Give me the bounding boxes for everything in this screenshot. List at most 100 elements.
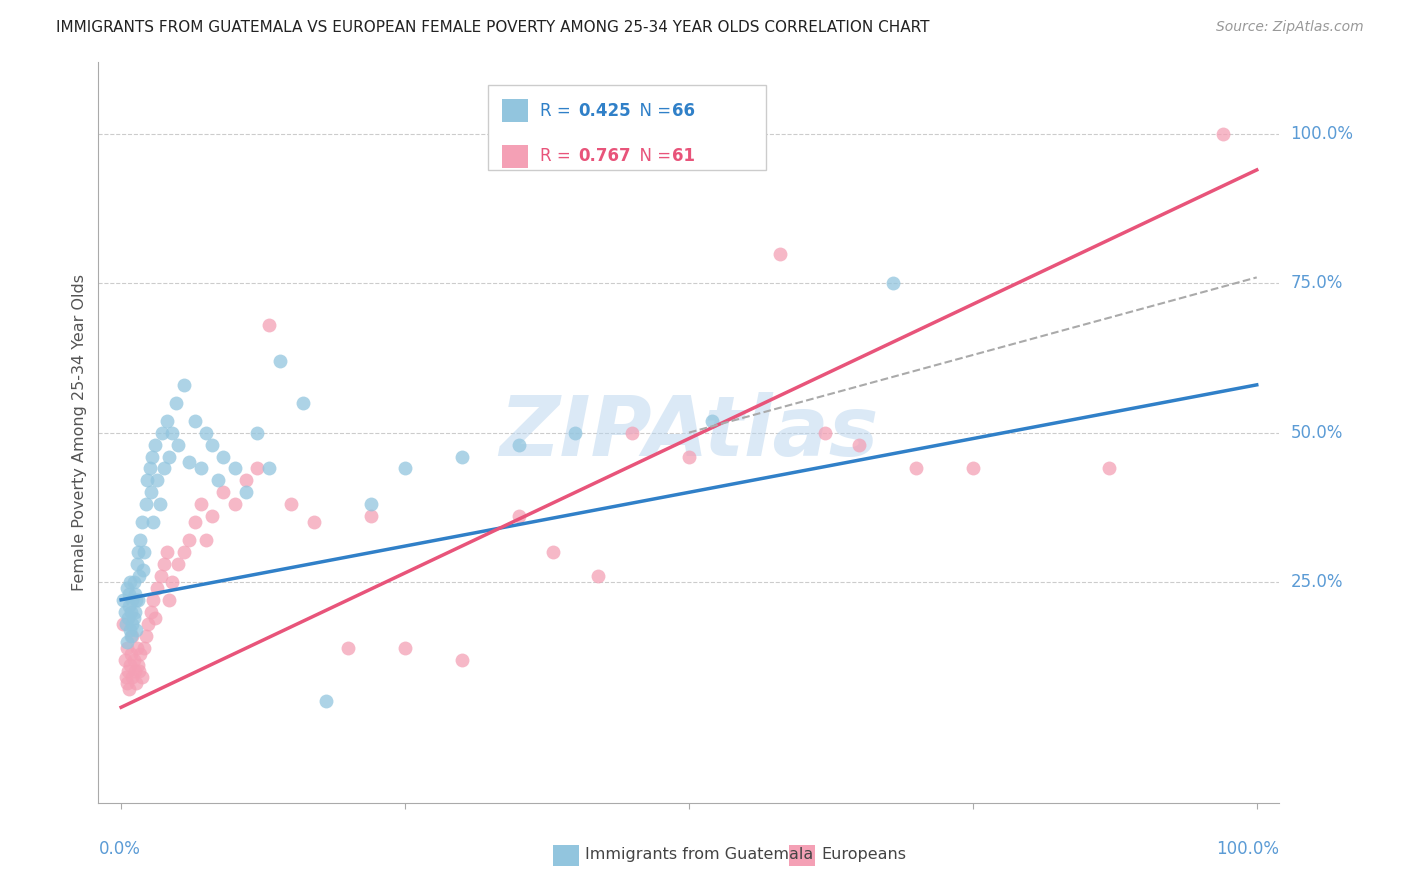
Point — [157, 450, 180, 464]
Point — [184, 414, 207, 428]
Text: Source: ZipAtlas.com: Source: ZipAtlas.com — [1216, 20, 1364, 34]
Point — [302, 515, 325, 529]
Point — [678, 450, 700, 464]
Point — [135, 629, 157, 643]
Point — [848, 437, 870, 451]
Point — [201, 509, 224, 524]
Point — [124, 605, 146, 619]
Text: N =: N = — [628, 147, 676, 165]
Point — [905, 461, 928, 475]
Point — [117, 665, 139, 679]
Point — [1212, 127, 1234, 141]
Point — [121, 616, 143, 631]
Point — [162, 574, 183, 589]
Point — [132, 563, 155, 577]
FancyBboxPatch shape — [488, 85, 766, 169]
Point — [195, 425, 218, 440]
Text: Immigrants from Guatemala: Immigrants from Guatemala — [585, 847, 813, 863]
Point — [114, 670, 136, 684]
Y-axis label: Female Poverty Among 25-34 Year Olds: Female Poverty Among 25-34 Year Olds — [72, 274, 87, 591]
Point — [1098, 461, 1121, 475]
Bar — [502, 99, 529, 122]
Point — [280, 497, 302, 511]
Point — [315, 694, 337, 708]
Point — [127, 592, 149, 607]
Point — [337, 640, 360, 655]
Point — [125, 557, 148, 571]
Point — [136, 474, 159, 488]
Point — [564, 425, 586, 440]
Point — [257, 318, 280, 333]
Point — [360, 509, 382, 524]
Point — [117, 611, 139, 625]
Point — [128, 569, 150, 583]
Point — [207, 474, 229, 488]
Point — [118, 599, 141, 613]
Text: 61: 61 — [672, 147, 696, 165]
Point — [179, 533, 201, 547]
Point — [146, 474, 169, 488]
Point — [124, 587, 146, 601]
Bar — [502, 145, 529, 169]
Point — [120, 623, 142, 637]
Text: 0.767: 0.767 — [578, 147, 630, 165]
Point — [149, 569, 172, 583]
Point — [212, 485, 235, 500]
Point — [139, 485, 162, 500]
Point — [153, 557, 176, 571]
Point — [142, 592, 165, 607]
Point — [120, 629, 142, 643]
Point — [153, 461, 176, 475]
Point — [167, 557, 190, 571]
Text: 50.0%: 50.0% — [1291, 424, 1343, 442]
Point — [700, 414, 723, 428]
Point — [269, 354, 291, 368]
Point — [125, 676, 148, 690]
Point — [155, 414, 177, 428]
Point — [149, 497, 172, 511]
Point — [184, 515, 207, 529]
Point — [586, 569, 609, 583]
Point — [143, 611, 166, 625]
Point — [621, 425, 644, 440]
Point — [132, 640, 155, 655]
Text: 75.0%: 75.0% — [1291, 275, 1343, 293]
Point — [142, 515, 165, 529]
Point — [120, 605, 142, 619]
Point — [167, 437, 190, 451]
Point — [125, 623, 148, 637]
Point — [143, 437, 166, 451]
Point — [157, 592, 180, 607]
Point — [115, 581, 138, 595]
Point — [235, 485, 257, 500]
Point — [121, 670, 143, 684]
Bar — [553, 845, 579, 866]
Point — [173, 545, 195, 559]
Point — [141, 450, 163, 464]
Point — [814, 425, 837, 440]
Point — [118, 587, 141, 601]
Point — [114, 616, 136, 631]
Text: IMMIGRANTS FROM GUATEMALA VS EUROPEAN FEMALE POVERTY AMONG 25-34 YEAR OLDS CORRE: IMMIGRANTS FROM GUATEMALA VS EUROPEAN FE… — [56, 20, 929, 35]
Point — [246, 461, 269, 475]
Point — [224, 497, 246, 511]
Point — [125, 592, 148, 607]
Point — [129, 647, 152, 661]
Point — [155, 545, 177, 559]
Text: Europeans: Europeans — [821, 847, 907, 863]
Point — [124, 665, 146, 679]
Point — [139, 605, 162, 619]
Point — [120, 574, 142, 589]
Text: 100.0%: 100.0% — [1291, 125, 1354, 143]
Point — [114, 605, 136, 619]
Point — [962, 461, 984, 475]
Point — [882, 277, 904, 291]
Point — [115, 640, 138, 655]
Point — [195, 533, 218, 547]
Point — [121, 629, 143, 643]
Text: 0.0%: 0.0% — [98, 840, 141, 858]
Point — [138, 461, 160, 475]
Point — [115, 676, 138, 690]
Point — [122, 652, 145, 666]
Point — [190, 497, 212, 511]
